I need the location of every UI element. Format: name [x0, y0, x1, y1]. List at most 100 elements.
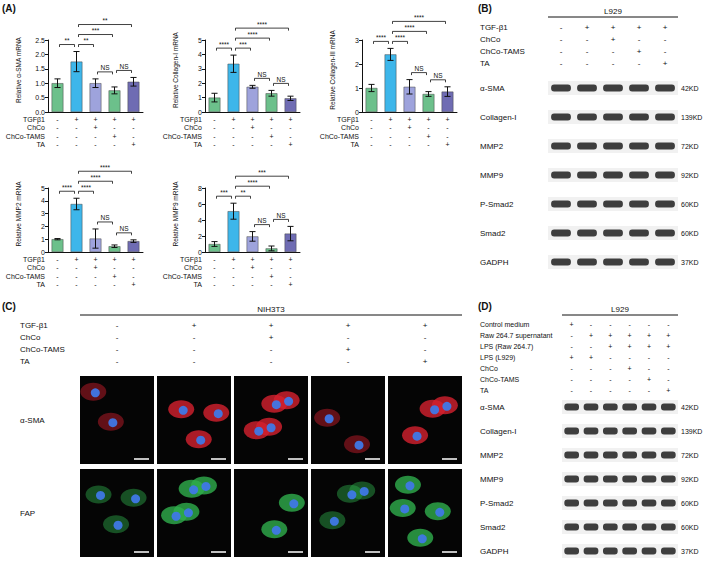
- svg-text:-: -: [612, 59, 615, 68]
- svg-text:-: -: [664, 47, 667, 56]
- svg-text:Collagen-I: Collagen-I: [480, 113, 516, 122]
- svg-text:TA: TA: [20, 357, 30, 366]
- svg-text:+: +: [589, 332, 593, 339]
- svg-text:5: 5: [198, 37, 202, 44]
- svg-text:ChCo-TAMS: ChCo-TAMS: [480, 376, 519, 383]
- svg-text:-: -: [628, 354, 631, 361]
- svg-text:MMP2: MMP2: [480, 451, 504, 460]
- svg-text:-: -: [116, 321, 119, 330]
- svg-text:-: -: [609, 376, 612, 383]
- svg-text:TA: TA: [480, 59, 490, 68]
- svg-text:+: +: [346, 321, 351, 330]
- svg-text:-: -: [667, 354, 670, 361]
- svg-text:+: +: [131, 281, 135, 288]
- svg-text:-: -: [270, 357, 273, 366]
- svg-text:-: -: [389, 133, 392, 140]
- svg-text:FAP: FAP: [20, 509, 35, 518]
- svg-text:-: -: [289, 273, 292, 280]
- svg-text:-: -: [664, 35, 667, 44]
- svg-text:+: +: [250, 116, 254, 123]
- svg-text:TGFβ1: TGFβ1: [23, 256, 45, 264]
- svg-text:***: ***: [220, 189, 228, 196]
- svg-text:+: +: [647, 332, 651, 339]
- svg-text:+: +: [288, 141, 292, 148]
- svg-text:-: -: [213, 124, 216, 131]
- svg-text:α-SMA: α-SMA: [480, 84, 505, 93]
- svg-text:2: 2: [41, 223, 45, 230]
- svg-text:-: -: [590, 321, 593, 328]
- svg-text:-: -: [667, 365, 670, 372]
- svg-text:-: -: [347, 333, 350, 342]
- svg-text:-: -: [270, 345, 273, 354]
- svg-text:ChCo: ChCo: [184, 124, 202, 131]
- svg-text:-: -: [213, 273, 216, 280]
- svg-text:2: 2: [198, 80, 202, 87]
- svg-text:-: -: [638, 59, 641, 68]
- svg-text:Relative Collagen-III mRNA: Relative Collagen-III mRNA: [329, 30, 337, 110]
- svg-text:P-Smad2: P-Smad2: [480, 200, 514, 209]
- svg-text:-: -: [289, 264, 292, 271]
- svg-text:****: ****: [81, 184, 92, 191]
- svg-text:37KD: 37KD: [681, 548, 699, 555]
- svg-text:+: +: [666, 343, 670, 350]
- svg-text:ChCo-TAMS: ChCo-TAMS: [20, 345, 65, 354]
- svg-text:TA: TA: [194, 281, 203, 288]
- svg-text:+: +: [250, 256, 254, 263]
- svg-text:-: -: [370, 141, 373, 148]
- svg-text:-: -: [270, 124, 273, 131]
- svg-text:NS: NS: [433, 72, 443, 79]
- svg-text:8: 8: [198, 185, 202, 192]
- svg-text:-: -: [424, 345, 427, 354]
- svg-text:-: -: [389, 124, 392, 131]
- svg-text:-: -: [270, 141, 273, 148]
- svg-text:-: -: [132, 264, 135, 271]
- svg-text:-: -: [370, 116, 373, 123]
- svg-text:-: -: [590, 376, 593, 383]
- svg-text:+: +: [585, 23, 590, 32]
- svg-text:-: -: [628, 376, 631, 383]
- svg-text:****: ****: [404, 24, 415, 31]
- svg-text:+: +: [112, 273, 116, 280]
- svg-text:-: -: [56, 116, 59, 123]
- svg-text:-: -: [609, 365, 612, 372]
- svg-text:-: -: [251, 133, 254, 140]
- svg-text:+: +: [570, 321, 574, 328]
- svg-text:+: +: [570, 354, 574, 361]
- svg-text:2: 2: [198, 233, 202, 240]
- svg-text:+: +: [93, 116, 97, 123]
- svg-text:+: +: [423, 321, 428, 330]
- svg-text:L929: L929: [611, 305, 629, 314]
- svg-text:-: -: [232, 264, 235, 271]
- svg-text:-: -: [648, 365, 651, 372]
- svg-text:60KD: 60KD: [681, 230, 699, 237]
- svg-text:+: +: [288, 281, 292, 288]
- svg-text:-: -: [446, 133, 449, 140]
- svg-text:-: -: [667, 376, 670, 383]
- svg-text:ChCo: ChCo: [27, 124, 45, 131]
- svg-text:+: +: [288, 256, 292, 263]
- svg-text:-: -: [113, 124, 116, 131]
- svg-text:+: +: [250, 124, 254, 131]
- svg-text:-: -: [213, 264, 216, 271]
- svg-text:NS: NS: [257, 217, 267, 224]
- svg-text:-: -: [590, 365, 593, 372]
- svg-text:-: -: [94, 273, 97, 280]
- svg-text:Smad2: Smad2: [480, 229, 506, 238]
- svg-text:-: -: [427, 141, 430, 148]
- svg-text:-: -: [75, 133, 78, 140]
- svg-text:Smad2: Smad2: [480, 523, 506, 532]
- svg-text:Control medium: Control medium: [480, 321, 530, 328]
- svg-text:TA: TA: [37, 281, 46, 288]
- svg-text:0: 0: [41, 249, 45, 256]
- svg-text:+: +: [93, 124, 97, 131]
- svg-text:****: ****: [100, 164, 111, 171]
- svg-text:+: +: [611, 23, 616, 32]
- svg-text:+: +: [231, 256, 235, 263]
- svg-text:2.5: 2.5: [35, 37, 45, 44]
- svg-text:-: -: [570, 343, 573, 350]
- svg-text:ChCo: ChCo: [480, 365, 498, 372]
- svg-text:+: +: [666, 387, 670, 394]
- svg-text:ChCo: ChCo: [341, 124, 359, 131]
- svg-text:0.5: 0.5: [35, 94, 45, 101]
- svg-text:+: +: [192, 321, 197, 330]
